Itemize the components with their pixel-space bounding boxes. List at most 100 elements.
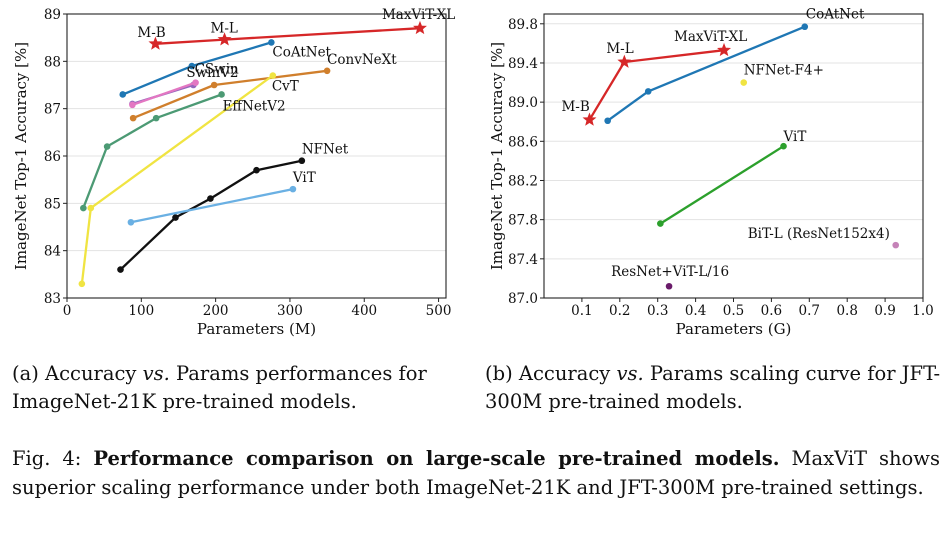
point-bit-l-resnet152x4--b	[892, 241, 900, 249]
point-maxvit-xl-b	[717, 42, 731, 57]
subcaption-a: (a) Accuracy vs. Params performances for…	[12, 360, 472, 416]
annotation-label-a: SwinV2	[186, 65, 238, 81]
chart-b-jft300m: 0.1 0.2 0.3 0.4 0.5 0.6 0.7 0.8 0.9 1.0 87.0 87.4 87…	[488, 7, 934, 338]
chart-a-imagenet21k: 0 100 200 300 400 500 83 84 85 86 87 88 89 Parameters…	[12, 7, 455, 338]
y-axis-label-a: ImageNet Top-1 Accuracy [%]	[12, 42, 30, 270]
y-tick-label-a: 87	[44, 102, 61, 118]
x-tick-label-b: 0.6	[761, 303, 782, 319]
x-tick-label-b: 0.3	[647, 303, 668, 319]
point-nfnet-a	[253, 166, 260, 174]
point-effnetv2-a	[80, 204, 87, 212]
annotation-label-b: M-B	[561, 99, 589, 115]
point-coatnet-b	[644, 88, 652, 95]
annotation-label-b: CoAtNet	[806, 7, 865, 23]
x-axis-label-a: Parameters (M)	[197, 320, 316, 338]
figure-caption-label: Fig. 4:	[12, 447, 94, 470]
x-tick-label-b: 0.2	[609, 303, 630, 319]
point-cvt-a	[78, 280, 86, 288]
point-vit-b	[657, 220, 664, 227]
annotation-label-a: CvT	[272, 79, 299, 95]
point-convnext-a	[210, 81, 218, 89]
subcaption-b: (b) Accuracy vs. Params scaling curve fo…	[485, 360, 945, 416]
x-tick-label-a: 400	[351, 303, 377, 319]
subcaption-a-prefix: (a) Accuracy	[12, 362, 143, 385]
annotation-label-b: BiT-L (ResNet152x4)	[748, 226, 890, 242]
annotation-label-a: EffNetV2	[223, 98, 286, 114]
point-effnetv2-a	[103, 143, 111, 150]
series-line-maxvit-xl-a	[155, 27, 421, 45]
point-coatnet-a	[119, 91, 127, 98]
point-convnext-a	[323, 67, 331, 75]
point-coatnet-a	[188, 62, 196, 70]
subcaption-a-vs: vs.	[142, 362, 170, 385]
x-tick-label-a: 100	[128, 303, 154, 319]
point-cswin-a	[129, 101, 136, 109]
annotation-label-a: ConvNeXt	[327, 52, 397, 68]
x-tick-label-b: 0.5	[723, 303, 744, 319]
x-tick-label-a: 500	[426, 303, 452, 319]
series-line-vit-a	[130, 187, 294, 224]
x-tick-label-b: 0.1	[571, 303, 592, 319]
annotation-label-b: M-L	[606, 41, 633, 57]
point-cvt-a	[269, 72, 277, 79]
annotation-label-b: ResNet+ViT-L/16	[611, 264, 729, 280]
y-tick-label-a: 85	[44, 196, 61, 212]
y-tick-label-b: 89.4	[508, 56, 538, 72]
y-tick-label-a: 84	[44, 244, 61, 260]
y-tick-label-b: 87.0	[508, 291, 538, 307]
annotation-label-a: CoAtNet	[272, 44, 331, 60]
x-tick-label-a: 300	[277, 303, 303, 319]
point-coatnet-b	[801, 23, 809, 31]
annotation-label-b: MaxViT-XL	[674, 29, 747, 45]
figure-caption-bold: Performance comparison on large-scale pr…	[93, 447, 780, 470]
y-tick-label-b: 88.2	[508, 173, 538, 189]
figure-caption-text: MaxViT shows superior scaling performanc…	[12, 447, 940, 499]
point-maxvit-xl-a	[217, 32, 232, 46]
annotation-label-b: NFNet-F4+	[744, 63, 824, 79]
point-vit-b	[780, 142, 787, 150]
subcaption-b-prefix: (b) Accuracy	[485, 362, 617, 385]
series-line-vit-b	[659, 145, 785, 225]
point-nfnet-a	[117, 266, 124, 273]
point-vit-a	[127, 218, 135, 226]
y-tick-label-b: 89.8	[508, 17, 538, 33]
point-coatnet-a	[268, 39, 275, 46]
x-tick-label-a: 200	[203, 303, 229, 319]
point-effnetv2-a	[218, 91, 225, 98]
subcaption-b-suffix: Params scaling curve for JFT-300M pre-tr…	[485, 362, 941, 413]
figure-charts: 0 100 200 300 400 500 83 84 85 86 87 88 89 Parameters…	[12, 7, 934, 338]
annotation-label-b: ViT	[783, 129, 807, 145]
point-nfnet-f4--b	[740, 79, 748, 86]
annotation-label-a: MaxViT-XL	[382, 7, 455, 23]
annotation-label-a: CSwin	[195, 62, 239, 78]
point-cvt-a	[87, 204, 95, 212]
x-tick-label-b: 0.7	[799, 303, 820, 319]
x-tick-label-a: 0	[63, 303, 72, 319]
annotation-label-a: ViT	[292, 170, 316, 186]
series-line-maxvit-xl-b	[588, 49, 725, 121]
point-maxvit-xl-b	[617, 54, 632, 68]
x-tick-label-b: 0.8	[836, 303, 857, 319]
x-tick-label-b: 0.9	[874, 303, 895, 319]
subcaption-a-suffix: Params performances for ImageNet-21K pre…	[12, 362, 427, 413]
y-axis-label-b: ImageNet Top-1 Accuracy [%]	[488, 42, 506, 270]
y-tick-label-b: 89.0	[508, 95, 538, 111]
x-axis-label-b: Parameters (G)	[676, 320, 792, 338]
point-maxvit-xl-a	[413, 20, 427, 35]
point-effnetv2-a	[152, 114, 160, 122]
x-tick-label-b: 1.0	[912, 303, 933, 319]
series-line-cswin-a	[132, 81, 196, 106]
point-nfnet-a	[298, 157, 306, 165]
annotation-label-a: M-B	[137, 25, 165, 41]
subcaption-b-vs: vs.	[616, 362, 644, 385]
point-nfnet-a	[172, 214, 179, 221]
point-coatnet-b	[604, 117, 611, 125]
y-tick-label-a: 83	[44, 291, 61, 307]
point-vit-a	[289, 185, 297, 193]
x-tick-label-b: 0.4	[685, 303, 706, 319]
series-line-nfnet-a	[119, 159, 303, 271]
annotation-label-a: NFNet	[302, 142, 349, 158]
annotation-label-a: M-L	[211, 21, 238, 37]
y-tick-label-b: 88.6	[508, 134, 538, 150]
point-nfnet-a	[207, 195, 214, 202]
